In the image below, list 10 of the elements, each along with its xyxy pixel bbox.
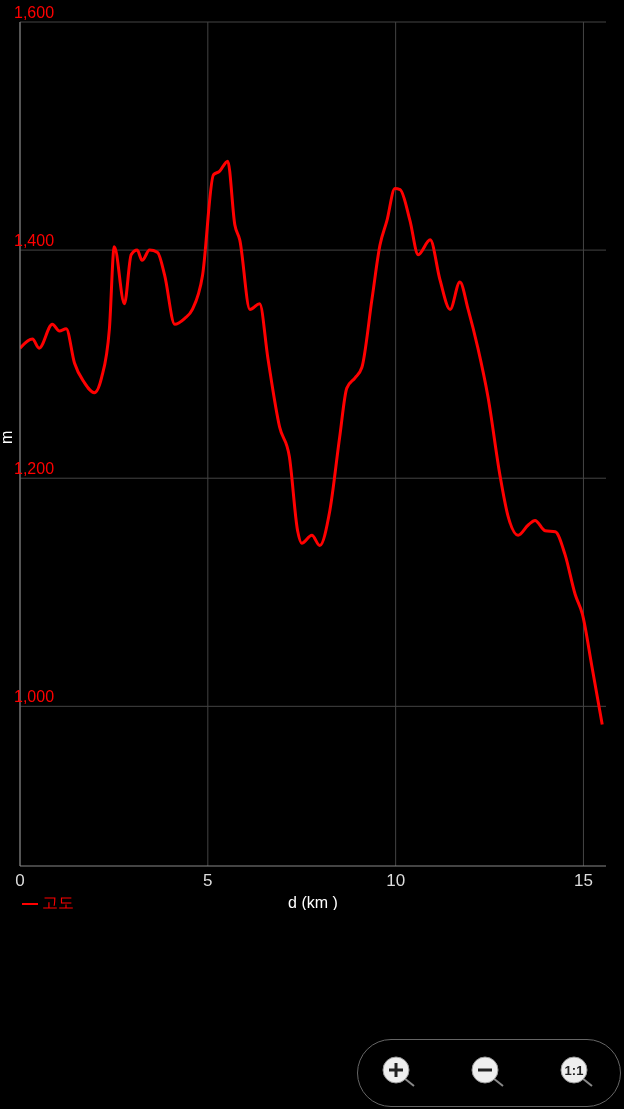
y-tick-label: 1,000 bbox=[14, 688, 55, 706]
x-tick-label: 10 bbox=[386, 871, 406, 891]
y-tick-label: 1,600 bbox=[14, 4, 55, 21]
legend-label: 고도 bbox=[42, 893, 74, 913]
y-axis-title: m bbox=[0, 430, 15, 444]
x-tick-label: 5 bbox=[203, 871, 213, 891]
y-tick-label: 1,200 bbox=[14, 460, 55, 478]
x-tick-label: 15 bbox=[574, 871, 593, 891]
x-tick-label: 0 bbox=[15, 871, 25, 891]
y-tick-label: 1,400 bbox=[14, 232, 55, 250]
